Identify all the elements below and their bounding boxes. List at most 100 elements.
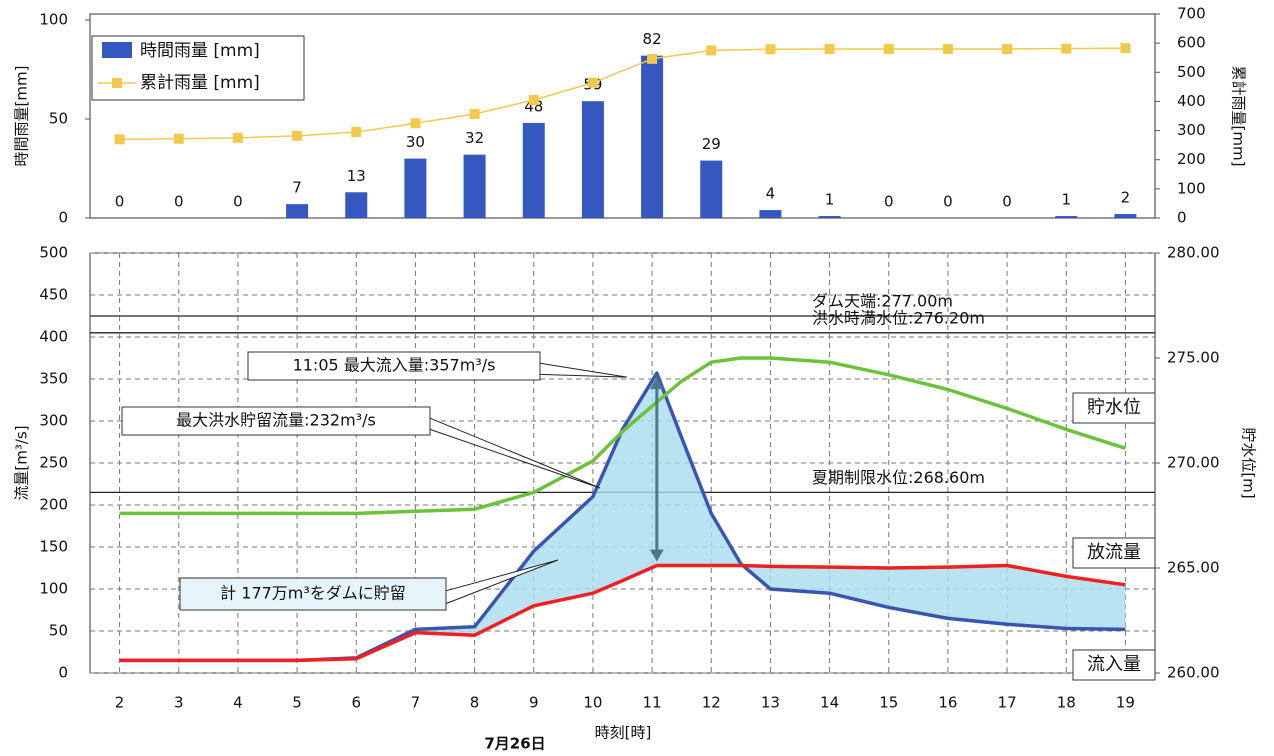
cumulative-marker — [528, 94, 539, 105]
date-label: 7月26日 — [484, 735, 545, 753]
x-tick-label: 14 — [820, 694, 839, 712]
cumulative-marker — [292, 130, 303, 141]
cumulative-marker — [883, 43, 894, 54]
y-tick-label: 150 — [39, 538, 68, 556]
bar — [1055, 216, 1078, 218]
callout-pointer — [445, 559, 559, 605]
series-line — [119, 563, 1126, 663]
value-label: 7 — [292, 179, 302, 197]
bar — [286, 204, 309, 218]
callout-box — [247, 351, 541, 381]
y-tick-label: 350 — [39, 370, 68, 388]
cumulative-marker — [232, 132, 243, 143]
x-tick-label: 8 — [470, 694, 480, 712]
y2-tick-label: 100 — [1177, 179, 1206, 197]
x-tick-label: 5 — [292, 694, 302, 712]
y-tick-label: 300 — [39, 412, 68, 430]
series-label-box — [1072, 392, 1156, 424]
value-label: 13 — [347, 167, 366, 185]
arrow-head — [649, 377, 664, 390]
y-axis-title: 時間雨量[mm] — [13, 66, 31, 167]
bar — [1114, 214, 1137, 218]
annotation: 11:05 最大流入量:357m³/s — [293, 356, 496, 375]
series-label-box — [1072, 649, 1156, 681]
reference-label: 洪水時満水位:276.20m — [812, 308, 985, 327]
bar — [522, 122, 545, 218]
bar — [463, 154, 486, 218]
y2-tick-label: 600 — [1177, 34, 1206, 52]
value-label: 0 — [174, 193, 184, 211]
value-label: 0 — [115, 193, 125, 211]
y-tick-label: 50 — [49, 622, 68, 640]
annotation: 計 177万m³をダムに貯留 — [220, 584, 406, 603]
bar — [581, 101, 604, 218]
y-tick-label: 200 — [39, 496, 68, 514]
x-tick-label: 7 — [411, 694, 421, 712]
annotation: 最大洪水貯留流量:232m³/s — [176, 411, 376, 430]
cumulative-marker — [942, 43, 953, 54]
cumulative-marker — [1061, 43, 1072, 54]
x-tick-label: 12 — [702, 694, 721, 712]
x-tick-label: 2 — [115, 694, 125, 712]
bar — [700, 160, 723, 218]
reference-label: 夏期制限水位:268.60m — [812, 468, 985, 487]
legend-label: 時間雨量 [mm] — [140, 41, 260, 61]
y-axis-title: 流量[m³/s] — [13, 425, 31, 500]
cumulative-marker — [173, 133, 184, 144]
value-label: 2 — [1121, 189, 1131, 207]
bar — [641, 55, 664, 218]
legend-swatch — [112, 78, 122, 88]
legend-swatch — [102, 42, 132, 58]
x-tick-label: 19 — [1116, 694, 1135, 712]
value-label: 30 — [406, 133, 425, 151]
series-label-box — [1072, 537, 1156, 569]
y2-tick-label: 280.00 — [1167, 244, 1220, 262]
x-tick-label: 13 — [761, 694, 780, 712]
callout-pointer — [429, 417, 601, 489]
series-label: 流入量 — [1087, 654, 1141, 675]
value-label: 0 — [943, 193, 953, 211]
x-axis-title: 時刻[時] — [595, 724, 652, 742]
value-label: 1 — [825, 191, 835, 209]
cumulative-marker — [706, 45, 717, 56]
x-tick-label: 16 — [938, 694, 957, 712]
y2-tick-label: 260.00 — [1167, 664, 1220, 682]
legend-label: 累計雨量 [mm] — [140, 73, 260, 93]
x-tick-label: 17 — [998, 694, 1017, 712]
cumulative-marker — [1002, 43, 1013, 54]
top-frame — [89, 13, 1156, 219]
y-tick-label: 50 — [49, 110, 68, 128]
y2-tick-label: 400 — [1177, 92, 1206, 110]
value-label: 0 — [884, 193, 894, 211]
y2-axis-title: 貯水位[m] — [1240, 427, 1258, 498]
value-label: 32 — [465, 129, 484, 147]
x-tick-label: 4 — [233, 694, 243, 712]
x-tick-label: 18 — [1057, 694, 1076, 712]
y2-tick-label: 500 — [1177, 63, 1206, 81]
value-label: 82 — [643, 30, 662, 48]
bar — [404, 158, 427, 218]
cumulative-marker — [410, 118, 421, 129]
cumulative-marker — [1120, 43, 1131, 54]
callout-box — [179, 577, 447, 611]
y-tick-label: 400 — [39, 328, 68, 346]
value-label: 0 — [233, 193, 243, 211]
cumulative-marker — [587, 77, 598, 88]
cumulative-marker — [824, 43, 835, 54]
value-label: 0 — [1002, 193, 1012, 211]
cumulative-marker — [765, 44, 776, 55]
x-tick-label: 10 — [583, 694, 602, 712]
value-label: 1 — [1061, 191, 1071, 209]
x-tick-label: 6 — [351, 694, 361, 712]
y-tick-label: 0 — [58, 209, 68, 227]
y2-tick-label: 270.00 — [1167, 454, 1220, 472]
cumulative-marker — [647, 53, 658, 64]
y2-tick-label: 275.00 — [1167, 349, 1220, 367]
bar — [818, 216, 841, 218]
reference-label: ダム天端:277.00m — [812, 292, 953, 311]
y-tick-label: 250 — [39, 454, 68, 472]
y-tick-label: 100 — [39, 580, 68, 598]
value-label: 4 — [766, 185, 776, 203]
callout-pointer — [539, 362, 627, 378]
